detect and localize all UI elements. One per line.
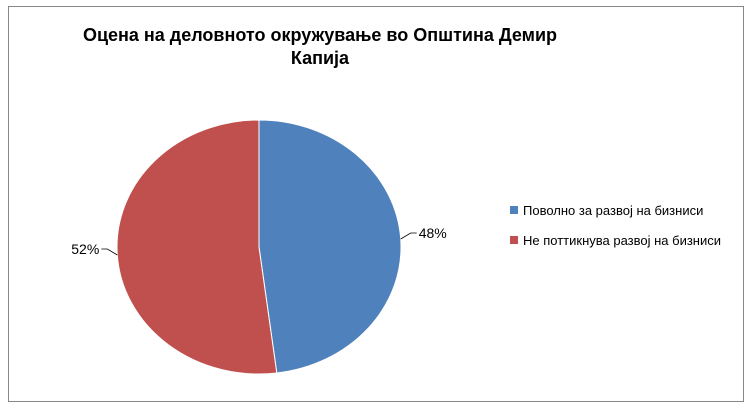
legend-swatch-ne-pottiknuva (510, 236, 518, 244)
legend-item-ne-pottiknuva: Не поттикнува развој на бизниси (510, 232, 740, 249)
legend-item-povolno: Поволно за развој на бизниси (510, 202, 740, 219)
data-label-povolno: 48% (419, 225, 447, 241)
legend-swatch-povolno (510, 206, 518, 214)
legend-label-ne-pottiknuva: Не поттикнува развој на бизниси (523, 233, 722, 248)
chart-legend: Поволно за развој на бизниси Не поттикну… (510, 202, 740, 249)
legend-label-povolno: Поволно за развој на бизниси (523, 203, 704, 218)
chart-title: Оцена на деловното окружување во Општина… (82, 25, 558, 68)
pie-slice-povolno (258, 119, 402, 374)
leader-line-povolno (400, 232, 417, 240)
leader-line-ne-pottiknuva (101, 248, 118, 256)
data-label-ne-pottiknuva: 52% (71, 241, 99, 257)
pie-slice-ne-pottiknuva (116, 119, 278, 375)
